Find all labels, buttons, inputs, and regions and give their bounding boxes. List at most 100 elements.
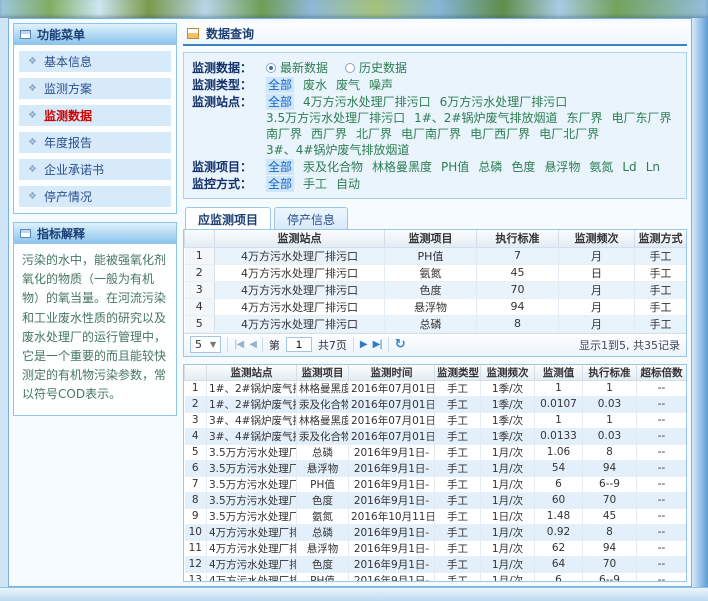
- cell-standard[interactable]: 8: [476, 315, 559, 333]
- cell-frequency[interactable]: 1季/次: [480, 428, 535, 445]
- cell-type[interactable]: 手工: [434, 396, 481, 413]
- cell-frequency[interactable]: 1月/次: [480, 460, 535, 477]
- cell-item[interactable]: 林格曼黑度: [296, 412, 349, 429]
- cell-item[interactable]: 氨氮: [384, 264, 477, 282]
- cell-value[interactable]: 54: [534, 460, 583, 477]
- cell-item[interactable]: 总磷: [296, 524, 349, 541]
- tab[interactable]: 停产信息: [274, 207, 349, 229]
- cell-exceed[interactable]: --: [636, 508, 686, 525]
- cell-value[interactable]: 64: [534, 556, 583, 573]
- table-row[interactable]: 1 4万方污水处理厂排污口 PH值 7 月 手工: [184, 247, 686, 265]
- cell-method[interactable]: 手工: [634, 298, 686, 316]
- filter-option[interactable]: 3.5万方污水处理厂排污口: [266, 111, 406, 125]
- cell-standard[interactable]: 6--9: [582, 476, 637, 493]
- cell-standard[interactable]: 70: [582, 492, 637, 509]
- cell-item[interactable]: 悬浮物: [296, 460, 349, 477]
- table-row[interactable]: 10 4万方污水处理厂排污口 总磷 2016年9月1日- 手工 1月/次 0.9…: [184, 524, 686, 541]
- table-row[interactable]: 3 4万方污水处理厂排污口 色度 70 月 手工: [184, 281, 686, 299]
- cell-value[interactable]: 1: [534, 412, 583, 429]
- cell-type[interactable]: 手工: [434, 444, 481, 461]
- cell-frequency[interactable]: 月: [558, 315, 635, 333]
- cell-frequency[interactable]: 1月/次: [480, 540, 535, 557]
- cell-frequency[interactable]: 日: [558, 264, 635, 282]
- filter-option[interactable]: 废水: [303, 78, 328, 92]
- cell-frequency[interactable]: 1月/次: [480, 476, 535, 493]
- cell-exceed[interactable]: --: [636, 380, 686, 397]
- cell-station[interactable]: 4万方污水处理厂排污口: [214, 247, 385, 265]
- cell-exceed[interactable]: --: [636, 428, 686, 445]
- cell-time[interactable]: 2016年9月1日-: [348, 476, 435, 493]
- table-row[interactable]: 12 4万方污水处理厂排污口 色度 2016年9月1日- 手工 1月/次 64 …: [184, 556, 686, 573]
- cell-item[interactable]: 总磷: [296, 444, 349, 461]
- next-page-button[interactable]: ▶: [359, 339, 368, 350]
- table-row[interactable]: 2 1#、2#锅炉废气排放烟道 汞及化合物 2016年07月01日 手工 1季/…: [184, 396, 686, 413]
- column-header[interactable]: 监测频次: [558, 230, 635, 248]
- cell-frequency[interactable]: 1日/次: [480, 508, 535, 525]
- cell-station[interactable]: 3.5万方污水处理厂排污口: [206, 444, 297, 461]
- cell-time[interactable]: 2016年9月1日-: [348, 556, 435, 573]
- cell-frequency[interactable]: 月: [558, 298, 635, 316]
- column-header[interactable]: 监测类型: [434, 364, 481, 381]
- cell-time[interactable]: 2016年07月01日: [348, 412, 435, 429]
- cell-value[interactable]: 1: [534, 380, 583, 397]
- cell-value[interactable]: 0.92: [534, 524, 583, 541]
- cell-type[interactable]: 手工: [434, 428, 481, 445]
- cell-type[interactable]: 手工: [434, 508, 481, 525]
- filter-option[interactable]: 1#、2#锅炉废气排放烟道: [414, 111, 558, 125]
- table-row[interactable]: 6 3.5万方污水处理厂排污口 悬浮物 2016年9月1日- 手工 1月/次 5…: [184, 460, 686, 477]
- filter-option[interactable]: 6万方污水处理厂排污口: [439, 95, 568, 109]
- first-page-button[interactable]: |◀: [234, 339, 244, 350]
- filter-option[interactable]: Ld: [622, 160, 637, 174]
- filter-option[interactable]: 北厂界: [356, 127, 393, 141]
- cell-item[interactable]: PH值: [296, 572, 349, 582]
- cell-station[interactable]: 4万方污水处理厂排污口: [214, 264, 385, 282]
- cell-method[interactable]: 手工: [634, 264, 686, 282]
- cell-standard[interactable]: 0.03: [582, 396, 637, 413]
- filter-option[interactable]: 电厂北厂界: [539, 127, 600, 141]
- cell-standard[interactable]: 70: [476, 281, 559, 299]
- cell-value[interactable]: 1.48: [534, 508, 583, 525]
- filter-option[interactable]: 全部: [266, 176, 295, 192]
- cell-time[interactable]: 2016年9月1日-: [348, 492, 435, 509]
- filter-option[interactable]: 手工: [303, 177, 328, 191]
- cell-station[interactable]: 3#、4#锅炉废气排放烟道: [206, 428, 297, 445]
- cell-type[interactable]: 手工: [434, 476, 481, 493]
- filter-option[interactable]: 总磷: [478, 160, 503, 174]
- cell-frequency[interactable]: 1季/次: [480, 396, 535, 413]
- cell-value[interactable]: 0.0107: [534, 396, 583, 413]
- cell-time[interactable]: 2016年07月01日: [348, 380, 435, 397]
- tab[interactable]: 应监测项目: [185, 207, 272, 229]
- cell-type[interactable]: 手工: [434, 572, 481, 582]
- cell-value[interactable]: 60: [534, 492, 583, 509]
- filter-option[interactable]: 西厂界: [311, 127, 348, 141]
- cell-standard[interactable]: 0.03: [582, 428, 637, 445]
- refresh-icon[interactable]: ↻: [394, 337, 406, 352]
- cell-standard[interactable]: 45: [582, 508, 637, 525]
- cell-item[interactable]: 氨氮: [296, 508, 349, 525]
- cell-exceed[interactable]: --: [636, 492, 686, 509]
- cell-station[interactable]: 4万方污水处理厂排污口: [214, 315, 385, 333]
- cell-method[interactable]: 手工: [634, 315, 686, 333]
- cell-exceed[interactable]: --: [636, 540, 686, 557]
- cell-frequency[interactable]: 1月/次: [480, 572, 535, 582]
- sidebar-item[interactable]: ❖ 基本信息: [19, 51, 171, 72]
- cell-item[interactable]: 林格曼黑度: [296, 380, 349, 397]
- cell-frequency[interactable]: 1月/次: [480, 444, 535, 461]
- filter-option[interactable]: 汞及化合物: [303, 160, 364, 174]
- cell-time[interactable]: 2016年9月1日-: [348, 444, 435, 461]
- cell-station[interactable]: 4万方污水处理厂排污口: [206, 556, 297, 573]
- cell-frequency[interactable]: 1季/次: [480, 412, 535, 429]
- filter-option[interactable]: 悬浮物: [544, 160, 581, 174]
- sidebar-item[interactable]: ❖ 监测数据: [19, 105, 171, 126]
- cell-exceed[interactable]: --: [636, 476, 686, 493]
- table-row[interactable]: 5 3.5万方污水处理厂排污口 总磷 2016年9月1日- 手工 1月/次 1.…: [184, 444, 686, 461]
- cell-item[interactable]: PH值: [296, 476, 349, 493]
- cell-station[interactable]: 3.5万方污水处理厂排污口: [206, 476, 297, 493]
- radio-option[interactable]: 历史数据: [345, 60, 407, 76]
- cell-standard[interactable]: 6--9: [582, 572, 637, 582]
- cell-exceed[interactable]: --: [636, 556, 686, 573]
- filter-option[interactable]: 电厂南厂界: [401, 127, 462, 141]
- cell-frequency[interactable]: 1季/次: [480, 380, 535, 397]
- cell-item[interactable]: 悬浮物: [296, 540, 349, 557]
- filter-option[interactable]: 自动: [336, 177, 361, 191]
